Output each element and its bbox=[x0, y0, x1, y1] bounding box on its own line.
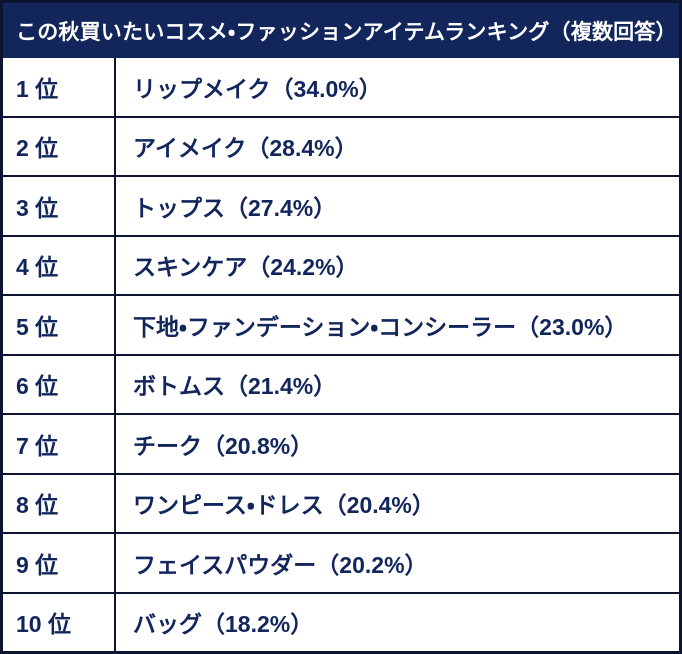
table-body: 1 位 リップメイク（34.0%） 2 位 アイメイク（28.4%） 3 位 ト… bbox=[3, 58, 679, 651]
rank-cell: 10 位 bbox=[3, 593, 116, 651]
rank-cell: 2 位 bbox=[3, 117, 116, 175]
table-row: 6 位 ボトムス（21.4%） bbox=[3, 353, 679, 413]
table-row: 1 位 リップメイク（34.0%） bbox=[3, 58, 679, 116]
rank-cell: 9 位 bbox=[3, 534, 116, 592]
rank-cell: 6 位 bbox=[3, 355, 116, 413]
item-cell: チーク（20.8%） bbox=[133, 432, 314, 459]
rank-cell: 1 位 bbox=[3, 58, 116, 116]
item-cell: アイメイク（28.4%） bbox=[133, 135, 358, 162]
table-row: 7 位 チーク（20.8%） bbox=[3, 413, 679, 473]
item-cell: フェイスパウダー（20.2%） bbox=[133, 551, 428, 578]
rank-cell: 3 位 bbox=[3, 177, 116, 235]
table-row: 5 位 下地・ファンデーション・コンシーラー（23.0%） bbox=[3, 294, 679, 354]
rank-cell: 4 位 bbox=[3, 236, 116, 294]
table-row: 9 位 フェイスパウダー（20.2%） bbox=[3, 532, 679, 592]
table-row: 8 位 ワンピース・ドレス（20.4%） bbox=[3, 472, 679, 532]
item-cell: トップス（27.4%） bbox=[133, 194, 337, 221]
item-cell: スキンケア（24.2%） bbox=[133, 254, 359, 281]
rank-cell: 8 位 bbox=[3, 474, 116, 532]
item-cell: バッグ（18.2%） bbox=[133, 611, 314, 638]
rank-cell: 5 位 bbox=[3, 296, 116, 354]
table-row: 4 位 スキンケア（24.2%） bbox=[3, 234, 679, 294]
table-row: 10 位 バッグ（18.2%） bbox=[3, 591, 679, 651]
table-title: この秋買いたいコスメ・ファッションアイテムランキング（複数回答） bbox=[3, 3, 679, 58]
item-cell: 下地・ファンデーション・コンシーラー（23.0%） bbox=[133, 313, 628, 340]
item-cell: リップメイク（34.0%） bbox=[133, 75, 382, 102]
table-row: 2 位 アイメイク（28.4%） bbox=[3, 115, 679, 175]
item-cell: ボトムス（21.4%） bbox=[133, 373, 337, 400]
item-cell: ワンピース・ドレス（20.4%） bbox=[133, 492, 435, 519]
rank-cell: 7 位 bbox=[3, 415, 116, 473]
table-row: 3 位 トップス（27.4%） bbox=[3, 175, 679, 235]
